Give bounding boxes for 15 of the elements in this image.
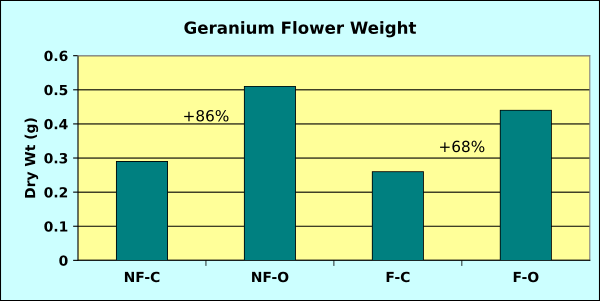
x-tick-label: NF-O [252, 272, 288, 282]
x-tick-label: NF-C [124, 272, 160, 282]
y-tick-label: 0.3 [44, 152, 68, 164]
annotation: +86% [184, 110, 228, 122]
y-tick-label: 0.2 [44, 187, 68, 198]
y-tick-label: 0.6 [44, 50, 68, 62]
annotation: +68% [440, 140, 484, 152]
x-tick-label: F-O [514, 272, 538, 282]
y-tick-label: 0.4 [44, 118, 68, 130]
y-axis-title: Dry Wt (g) [24, 118, 38, 198]
y-tick-label: 0.5 [44, 84, 68, 96]
x-tick-label: F-C [386, 272, 410, 282]
y-tick-label: 0 [59, 255, 68, 266]
chart-title: Geranium Flower Weight [184, 21, 416, 38]
y-tick-label: 0.1 [44, 221, 68, 232]
